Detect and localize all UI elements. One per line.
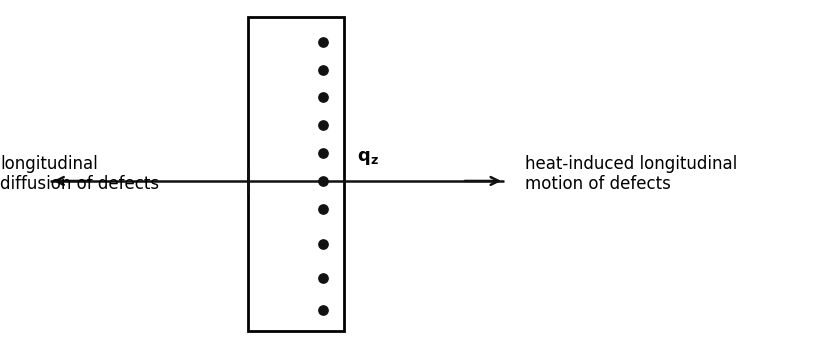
Point: [317, 206, 330, 212]
Point: [317, 178, 330, 184]
Text: longitudinal
diffusion of defects: longitudinal diffusion of defects: [0, 155, 159, 193]
Bar: [248, 17, 344, 331]
Point: [317, 95, 330, 100]
Text: heat-induced longitudinal
motion of defects: heat-induced longitudinal motion of defe…: [525, 155, 738, 193]
Point: [317, 241, 330, 246]
Point: [317, 150, 330, 156]
Point: [317, 67, 330, 72]
Point: [317, 276, 330, 281]
Point: [317, 122, 330, 128]
Text: $\mathbf{q_z}$: $\mathbf{q_z}$: [357, 149, 379, 167]
Point: [317, 39, 330, 45]
Point: [317, 307, 330, 313]
